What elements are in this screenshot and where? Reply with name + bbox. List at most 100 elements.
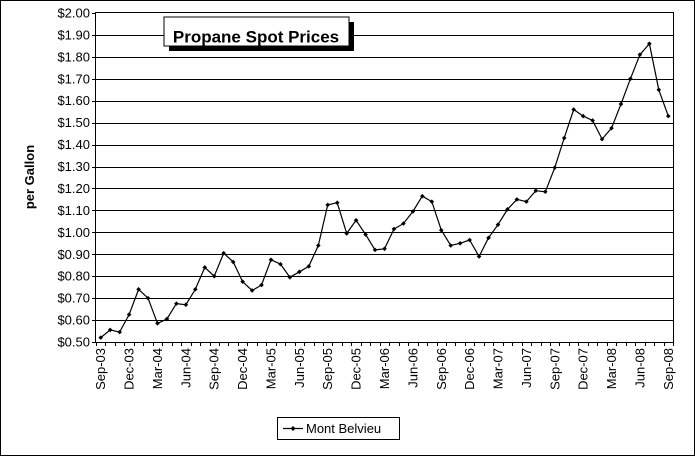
x-axis: Sep-03 Dec-03 Mar-04 Jun-04 Sep-04 Dec-04 Mar-… — [93, 342, 676, 390]
y-tick-label: $1.10 — [57, 203, 90, 218]
data-point — [136, 287, 141, 292]
data-point — [599, 136, 605, 142]
legend-box — [277, 417, 400, 440]
data-point — [665, 113, 671, 119]
data-point — [278, 261, 283, 267]
y-tick-label: $0.60 — [57, 313, 90, 328]
data-point — [259, 282, 264, 288]
x-tick-label: Jun-04 — [178, 348, 193, 388]
data-point — [249, 288, 255, 293]
data-point — [353, 217, 359, 223]
data-point — [268, 257, 274, 263]
x-tick-label: Sep-04 — [207, 348, 222, 390]
data-point — [174, 301, 179, 306]
x-tick-label: Mar-04 — [150, 348, 165, 389]
data-point — [590, 118, 595, 123]
data-point — [505, 207, 510, 212]
data-point — [543, 189, 548, 195]
x-tick-label: Mar-08 — [604, 348, 619, 389]
data-point — [647, 41, 652, 47]
data-point — [486, 235, 491, 241]
data-point — [325, 202, 331, 208]
data-point — [155, 321, 160, 326]
x-tick-label: Dec-06 — [462, 348, 477, 390]
data-point — [628, 76, 633, 82]
x-tick-label: Sep-08 — [661, 348, 676, 390]
data-point — [533, 188, 539, 193]
y-tick-label: $1.80 — [57, 49, 90, 64]
data-point — [656, 87, 662, 93]
x-tick-label: Mar-06 — [377, 348, 392, 389]
data-point — [145, 295, 151, 301]
data-point — [221, 250, 226, 256]
chart-title-box: Propane Spot Prices — [163, 16, 354, 51]
y-tick-label: $0.90 — [57, 247, 90, 262]
data-point — [391, 226, 397, 232]
y-tick-label: $1.30 — [57, 159, 90, 174]
x-tick-label: Dec-04 — [235, 348, 250, 390]
x-tick-label: Sep-06 — [434, 348, 449, 390]
data-point — [457, 241, 463, 246]
data-point — [230, 259, 236, 265]
plot-area — [95, 12, 674, 343]
legend-diamond-marker — [290, 426, 296, 431]
data-point — [183, 302, 189, 308]
data-point — [448, 243, 454, 248]
x-tick-label: Sep-05 — [320, 348, 335, 390]
data-point — [202, 265, 208, 270]
data-point — [438, 227, 444, 233]
data-point — [382, 246, 387, 252]
y-tick-label: $1.20 — [57, 181, 90, 196]
data-point — [211, 273, 217, 279]
data-point — [315, 243, 321, 248]
data-point — [306, 264, 312, 269]
series-mont-belvieu — [98, 41, 671, 340]
data-point — [476, 254, 482, 259]
y-tick-label: $0.80 — [57, 269, 90, 284]
x-tick-label: Dec-05 — [349, 348, 364, 390]
x-tick-label: Mar-05 — [263, 348, 278, 389]
x-tick-label: Jun-07 — [519, 348, 534, 388]
chart-title: Propane Spot Prices — [173, 27, 339, 46]
x-tick-label: Dec-03 — [122, 348, 137, 390]
data-point — [552, 165, 558, 170]
y-tick-label: $1.40 — [57, 137, 90, 152]
x-tick-label: Jun-05 — [292, 348, 307, 388]
data-point — [107, 327, 113, 333]
data-point — [410, 209, 416, 214]
data-point — [609, 125, 614, 131]
x-tick-label: Sep-07 — [547, 348, 562, 390]
y-tick-label: $1.60 — [57, 93, 90, 108]
x-tick-label: Jun-06 — [405, 348, 420, 388]
y-tick-label: $1.90 — [57, 27, 90, 42]
data-point — [429, 199, 435, 204]
data-point — [297, 269, 302, 275]
data-point — [618, 101, 624, 107]
y-axis-label: per Gallon — [22, 145, 37, 209]
y-tick-label: $0.50 — [57, 335, 90, 350]
data-point — [420, 193, 425, 199]
x-tick-label: Dec-07 — [576, 348, 591, 390]
legend-entry-mont-belvieu: Mont Belvieu — [306, 421, 381, 436]
data-point — [363, 232, 368, 237]
data-point — [98, 335, 104, 340]
data-point — [193, 287, 198, 292]
data-point — [344, 231, 349, 236]
data-point — [524, 199, 529, 204]
data-point — [240, 279, 245, 284]
data-point — [580, 113, 586, 119]
data-point — [334, 200, 340, 206]
data-point — [495, 222, 501, 227]
data-point — [287, 274, 293, 280]
y-tick-label: $0.70 — [57, 291, 90, 306]
data-point — [467, 237, 472, 243]
x-tick-label: Mar-07 — [491, 348, 506, 389]
x-tick-label: Sep-03 — [93, 348, 108, 390]
data-point — [372, 247, 378, 253]
y-tick-label: $2.00 — [57, 6, 90, 21]
data-point — [117, 329, 122, 335]
data-point — [401, 221, 406, 226]
data-point — [514, 197, 520, 202]
